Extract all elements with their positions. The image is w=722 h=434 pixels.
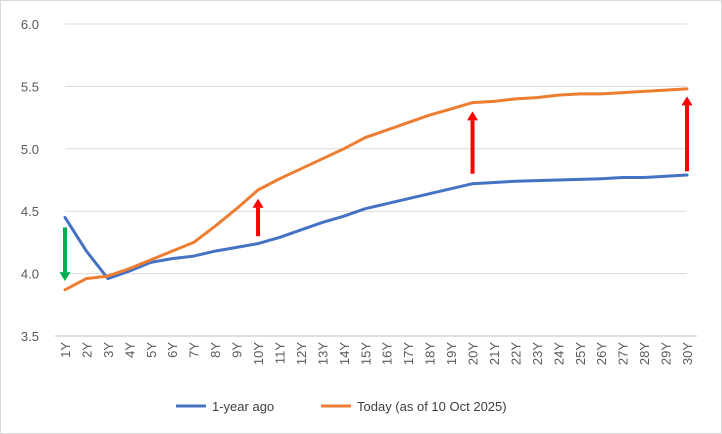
arrow-head <box>252 198 264 208</box>
x-tick-label: 6Y <box>165 342 180 358</box>
y-tick-label: 4.5 <box>21 204 39 219</box>
series-line-today <box>63 87 689 292</box>
x-tick-label: 1Y <box>58 342 73 358</box>
x-tick-label: 3Y <box>101 342 116 358</box>
x-tick-label: 19Y <box>444 342 459 365</box>
arrow-head <box>59 272 71 282</box>
x-tick-label: 24Y <box>551 342 566 365</box>
legend-item: Today (as of 10 Oct 2025) <box>321 399 507 414</box>
x-tick-label: 18Y <box>423 342 438 365</box>
arrow-up-20Y <box>467 111 479 174</box>
x-tick-label: 30Y <box>680 342 695 365</box>
x-tick-label: 16Y <box>380 342 395 365</box>
arrow-head <box>467 111 479 121</box>
y-tick-label: 3.5 <box>21 329 39 344</box>
series-lines <box>63 87 689 292</box>
x-tick-label: 22Y <box>508 342 523 365</box>
x-tick-label: 21Y <box>487 342 502 365</box>
x-tick-label: 28Y <box>637 342 652 365</box>
x-tick-label: 2Y <box>79 342 94 358</box>
x-tick-label: 5Y <box>144 342 159 358</box>
series-line-one-year-ago <box>63 173 689 281</box>
y-tick-label: 5.5 <box>21 79 39 94</box>
y-tick-label: 4.0 <box>21 267 39 282</box>
x-tick-label: 9Y <box>230 342 245 358</box>
x-tick-label: 20Y <box>466 342 481 365</box>
legend-label: Today (as of 10 Oct 2025) <box>357 399 507 414</box>
x-tick-label: 17Y <box>401 342 416 365</box>
x-tick-label: 4Y <box>122 342 137 358</box>
y-tick-label: 6.0 <box>21 17 39 32</box>
x-tick-label: 10Y <box>251 342 266 365</box>
x-tick-label: 11Y <box>272 342 287 364</box>
legend: 1-year ago Today (as of 10 Oct 2025) <box>176 399 507 414</box>
change-arrows <box>59 96 693 282</box>
x-tick-label: 15Y <box>358 342 373 365</box>
x-axis-tick-labels: 1Y 2Y 3Y 4Y 5Y 6Y 7Y 8Y 9Y 10Y 11Y 12Y 13Y 14Y 15Y 16Y 1… <box>58 342 695 365</box>
x-tick-label: 7Y <box>187 342 202 358</box>
legend-item: 1-year ago <box>176 399 274 414</box>
x-tick-label: 26Y <box>594 342 609 365</box>
arrow-down-1Y <box>59 227 71 282</box>
x-tick-label: 12Y <box>294 342 309 365</box>
x-tick-label: 13Y <box>315 342 330 365</box>
arrow-head <box>681 96 693 106</box>
legend-label: 1-year ago <box>212 399 274 414</box>
x-tick-label: 27Y <box>616 342 631 365</box>
y-axis-tick-labels: 3.5 4.0 4.5 5.0 5.5 6.0 <box>21 17 39 344</box>
arrow-up-30Y <box>681 96 693 172</box>
x-tick-label: 8Y <box>208 342 223 358</box>
x-tick-label: 29Y <box>659 342 674 365</box>
arrow-up-10Y <box>252 198 264 237</box>
x-tick-label: 25Y <box>573 342 588 365</box>
x-tick-label: 14Y <box>337 342 352 365</box>
gridlines <box>65 23 687 275</box>
x-tick-label: 23Y <box>530 342 545 365</box>
y-tick-label: 5.0 <box>21 142 39 157</box>
